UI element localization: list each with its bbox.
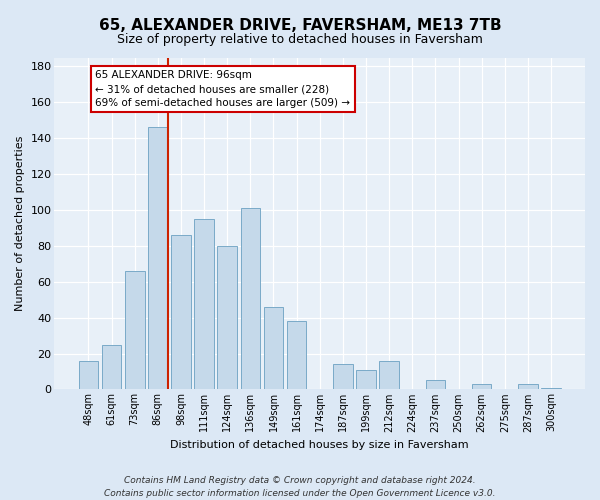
Bar [148,128,167,390]
Y-axis label: Number of detached properties: Number of detached properties [15,136,25,311]
Bar [425,380,445,390]
Bar [241,208,260,390]
Bar [333,364,353,390]
Text: 65, ALEXANDER DRIVE, FAVERSHAM, ME13 7TB: 65, ALEXANDER DRIVE, FAVERSHAM, ME13 7TB [98,18,502,32]
Bar [217,246,237,390]
Text: Size of property relative to detached houses in Faversham: Size of property relative to detached ho… [117,32,483,46]
Bar [379,360,399,390]
Bar [518,384,538,390]
Text: Contains HM Land Registry data © Crown copyright and database right 2024.
Contai: Contains HM Land Registry data © Crown c… [104,476,496,498]
Bar [287,321,307,390]
Bar [194,219,214,390]
Bar [79,360,98,390]
Bar [125,271,145,390]
Bar [263,307,283,390]
Bar [102,344,121,390]
Bar [356,370,376,390]
Bar [472,384,491,390]
Text: 65 ALEXANDER DRIVE: 96sqm
← 31% of detached houses are smaller (228)
69% of semi: 65 ALEXANDER DRIVE: 96sqm ← 31% of detac… [95,70,350,108]
Bar [171,235,191,390]
X-axis label: Distribution of detached houses by size in Faversham: Distribution of detached houses by size … [170,440,469,450]
Bar [541,388,561,390]
